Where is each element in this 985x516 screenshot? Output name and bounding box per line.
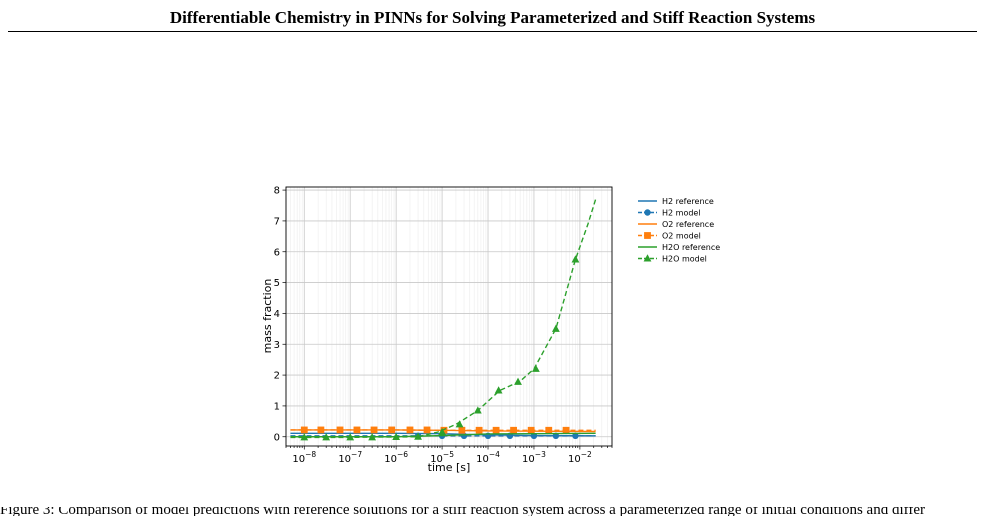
- legend-label: O2 reference: [662, 220, 714, 229]
- x-tick-label: 10−6: [384, 450, 408, 465]
- y-tick-label: 5: [274, 278, 280, 289]
- x-tick-label: 10−7: [338, 450, 362, 465]
- x-tick-exponent: −3: [535, 450, 546, 459]
- x-tick-base: 10: [476, 454, 489, 465]
- series-5-point: [392, 432, 401, 441]
- x-tick-label: 10−3: [522, 450, 546, 465]
- series-5-point: [455, 420, 464, 428]
- series-3-point: [406, 426, 414, 434]
- series-5-point: [300, 433, 309, 441]
- series-5-point: [473, 406, 482, 414]
- legend-marker: [644, 209, 651, 216]
- series-5-point: [346, 433, 355, 441]
- y-tick-label: 0: [274, 432, 280, 443]
- y-axis-label: mass fraction: [261, 279, 274, 354]
- legend-label: H2 model: [662, 209, 701, 218]
- legend-marker: [643, 254, 652, 262]
- x-tick-label: 10−4: [476, 450, 500, 465]
- series-3-point: [510, 426, 517, 434]
- header-rule: [8, 31, 977, 32]
- y-tick-label: 7: [274, 216, 280, 227]
- x-tick-exponent: −7: [351, 450, 362, 459]
- series-5-point: [571, 255, 580, 263]
- x-tick-base: 10: [384, 454, 397, 465]
- series-1-point: [572, 432, 579, 440]
- x-tick-label: 10−5: [430, 450, 454, 465]
- page-title: Differentiable Chemistry in PINNs for So…: [169, 8, 816, 27]
- x-tick-exponent: −8: [305, 450, 316, 459]
- series-5-point: [531, 364, 540, 372]
- x-tick-base: 10: [292, 454, 305, 465]
- y-tick-label: 6: [274, 247, 280, 258]
- series-3-point: [475, 426, 483, 434]
- y-tick-label: 2: [274, 371, 280, 382]
- x-tick-base: 10: [338, 454, 351, 465]
- series-3-point: [317, 426, 325, 434]
- x-tick-label: 10−8: [292, 450, 316, 465]
- x-tick-base: 10: [568, 454, 581, 465]
- grid: [285, 187, 613, 446]
- series-5-point: [494, 386, 503, 394]
- legend-label: H2O reference: [662, 243, 720, 252]
- legend-marker: [644, 232, 651, 239]
- series-3-point: [562, 426, 570, 434]
- series-3-point: [300, 426, 308, 434]
- series-3-point: [527, 426, 535, 434]
- x-tick-label: 10−2: [568, 450, 592, 465]
- legend-label: O2 model: [662, 232, 701, 241]
- series-3-point: [388, 426, 396, 434]
- x-tick-exponent: −4: [489, 450, 500, 459]
- series-5-point: [368, 433, 377, 441]
- y-tick-label: 8: [274, 186, 280, 197]
- x-axis-label: time [s]: [428, 461, 471, 474]
- series-5-point: [551, 324, 560, 332]
- legend-label: H2 reference: [662, 197, 714, 206]
- plot-frame: [285, 186, 613, 447]
- x-tick-exponent: −5: [443, 450, 454, 459]
- y-tick-label: 1: [274, 401, 280, 412]
- legend-label: H2O model: [662, 255, 707, 264]
- x-tick-exponent: −6: [397, 450, 408, 459]
- series-3-point: [423, 426, 431, 434]
- series-3-point: [492, 426, 500, 434]
- series-3-point: [370, 426, 378, 434]
- series-5-point: [414, 432, 422, 440]
- series-line-5: [290, 199, 597, 439]
- x-tick-base: 10: [430, 454, 443, 465]
- series-3-point: [545, 426, 553, 434]
- series-3-point: [336, 426, 344, 434]
- y-tick-label: 3: [274, 340, 280, 351]
- x-tick-base: 10: [522, 454, 535, 465]
- legend: H2 reference H2 model O2 reference O2 model…: [638, 197, 720, 264]
- x-tick-exponent: −2: [581, 450, 592, 459]
- series-5-point: [322, 433, 331, 441]
- caption-clip: Figure 3: Comparison of model prediction…: [0, 507, 985, 516]
- series-3-point: [440, 426, 448, 434]
- caption-text: Figure 3: Comparison of model prediction…: [0, 507, 926, 516]
- y-tick-label: 4: [274, 309, 280, 320]
- series-3-point: [458, 426, 466, 434]
- series-5-point: [438, 427, 446, 436]
- series-5-point: [514, 377, 522, 385]
- series-3-point: [353, 426, 361, 434]
- series-group: [290, 199, 597, 441]
